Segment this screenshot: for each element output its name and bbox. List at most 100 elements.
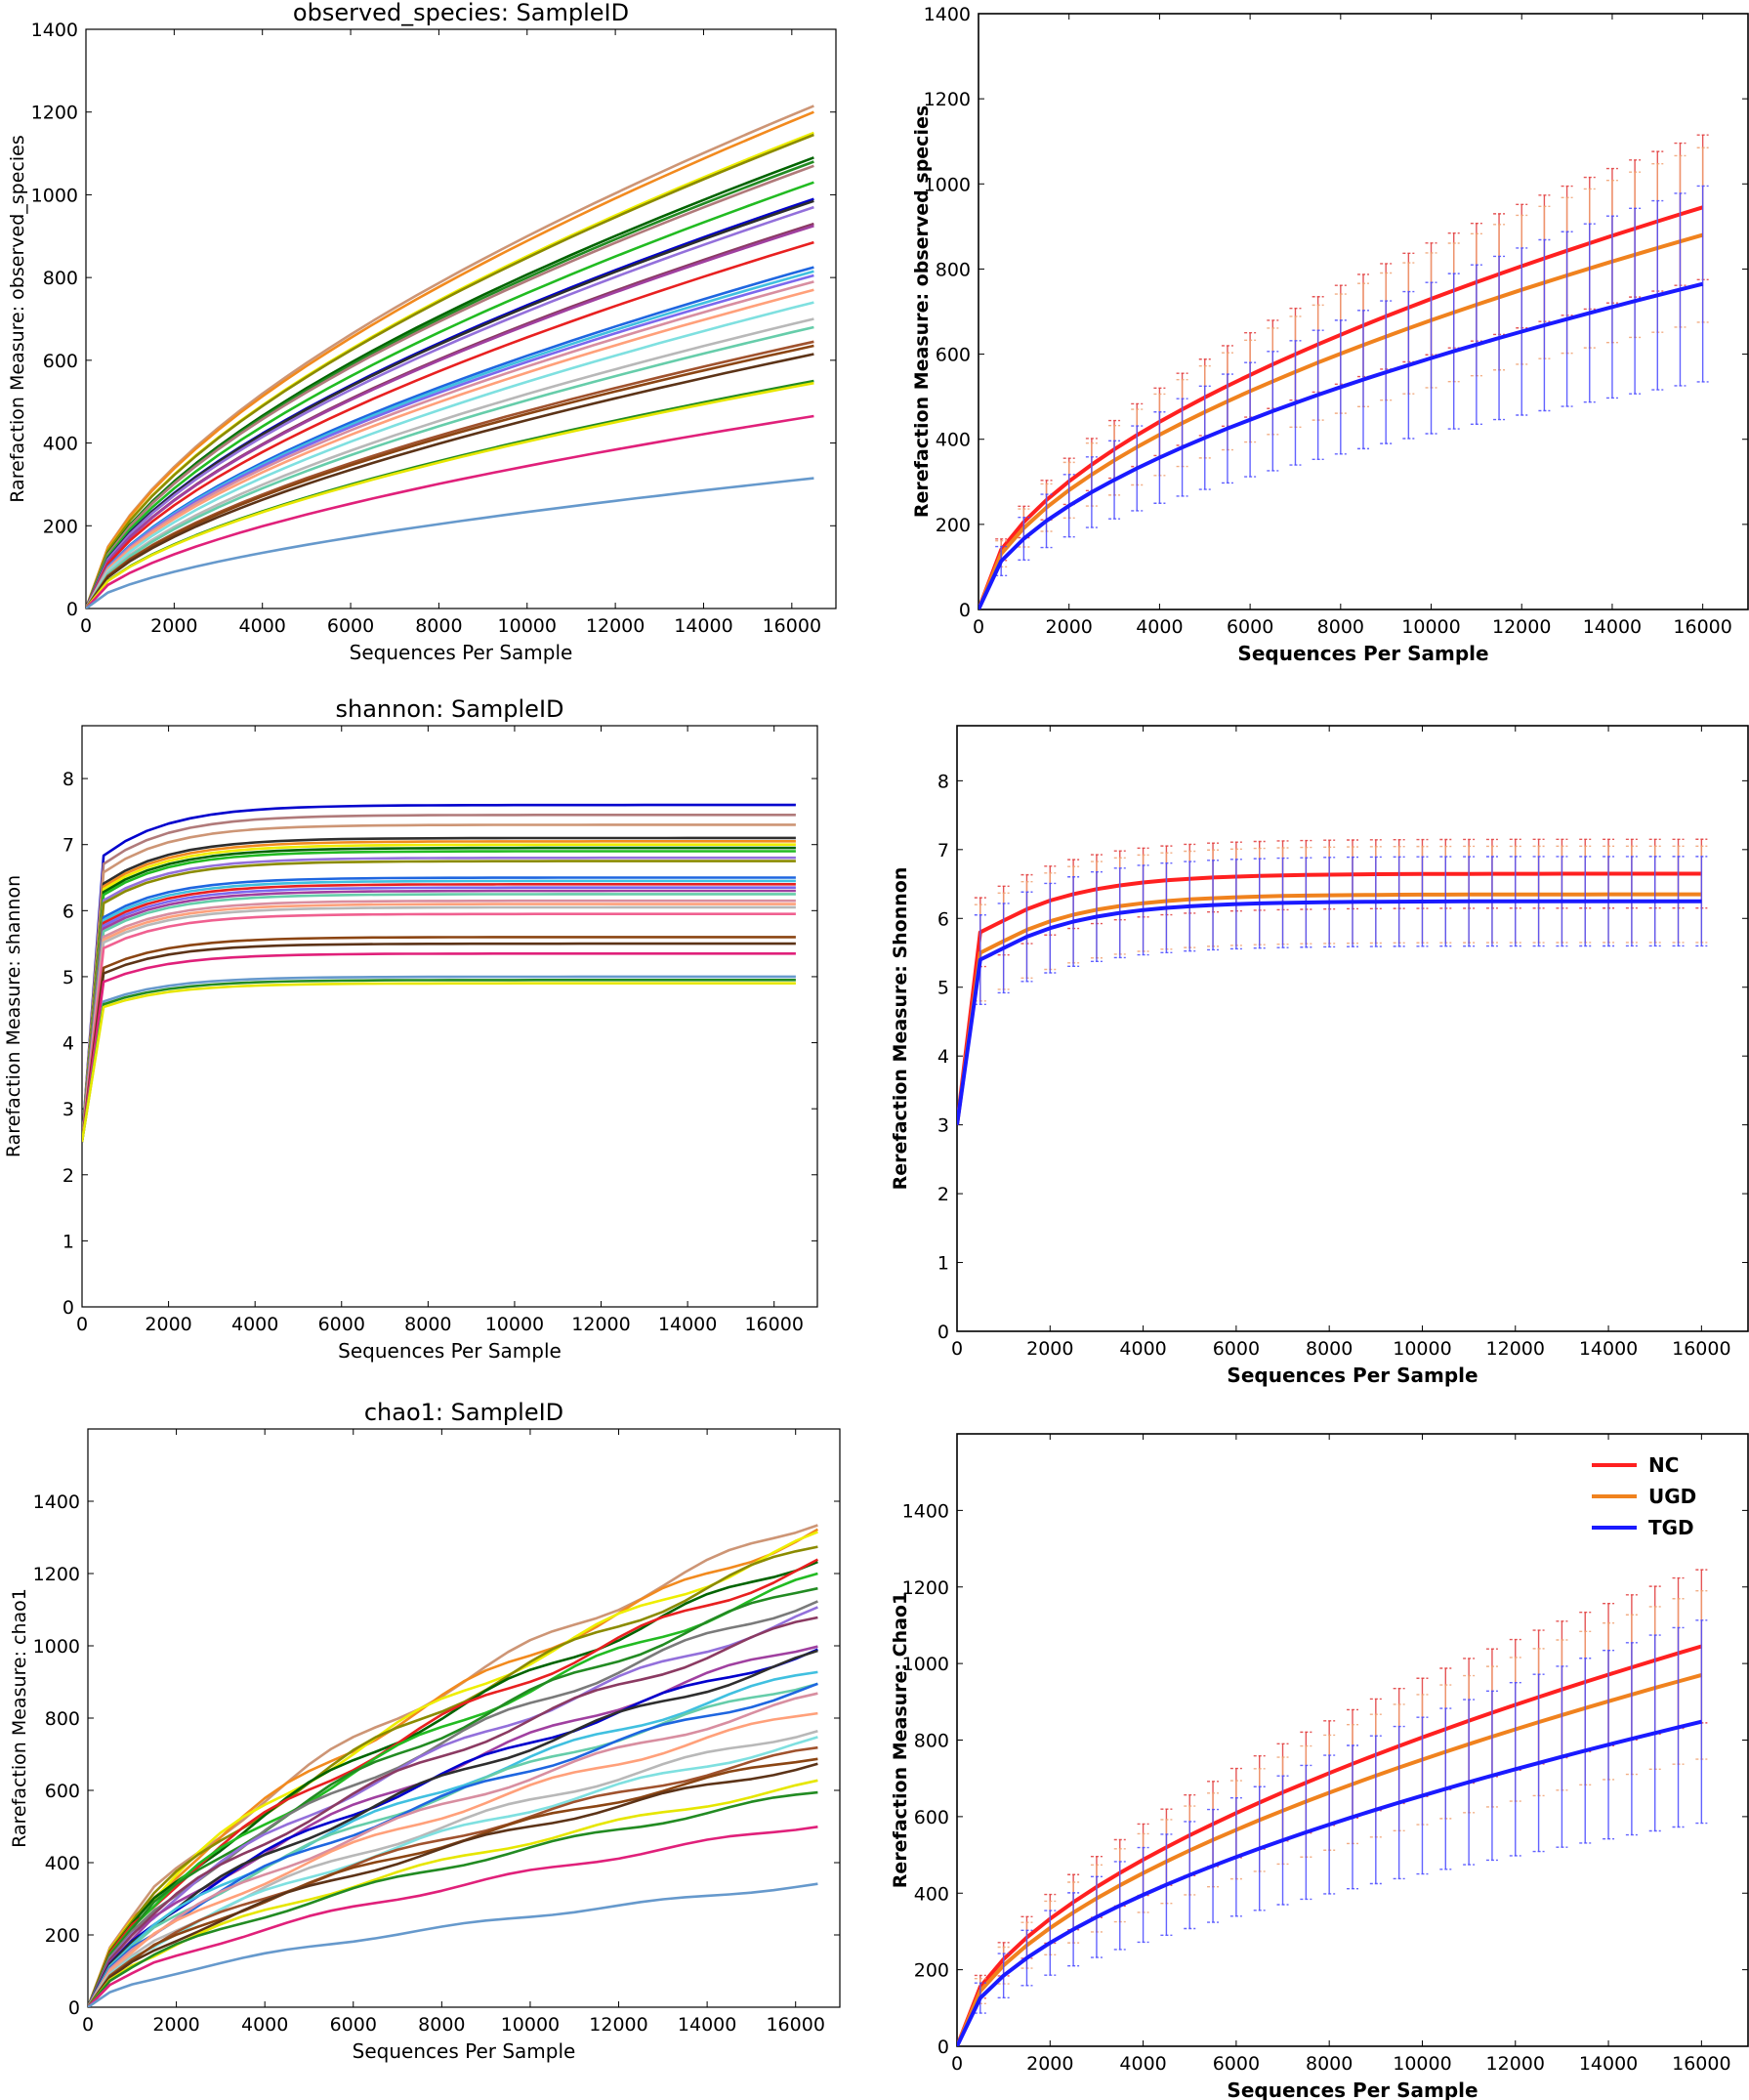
x-axis-label: Sequences Per Sample (1227, 2079, 1478, 2100)
x-axis-label: Sequences Per Sample (350, 641, 573, 664)
series-line-sample-10 (82, 860, 796, 1143)
series-line-sample-21 (82, 936, 796, 1143)
y-tick-label: 1 (937, 1253, 949, 1275)
legend-label-TGD: TGD (1648, 1516, 1694, 1539)
chart-c: 0 2000 4000 6000 8000 10000 12000 14000 16000 0 1 2… (3, 695, 818, 1363)
plot-area (86, 105, 814, 609)
x-axis-label: Sequences Per Sample (353, 2039, 576, 2063)
x-tick-label: 12000 (586, 615, 645, 637)
y-tick-label: 1200 (902, 1577, 949, 1599)
plot-area (957, 1569, 1708, 2046)
series-line-sample-03 (88, 1531, 818, 2007)
series-line-sample-25 (88, 1779, 818, 2007)
y-tick-label: 1400 (33, 1491, 80, 1513)
series-line-sample-11 (88, 1616, 818, 2007)
chart-title: shannon: SampleID (336, 695, 564, 723)
y-axis-label: Rarefaction Measure: shannon (3, 875, 24, 1157)
x-tick-label: 4000 (1119, 2053, 1166, 2075)
x-tick-label: 2000 (1026, 1338, 1073, 1360)
series-line-sample-26 (88, 1790, 818, 2007)
series-line-sample-20 (86, 301, 814, 609)
chart-d: 0 2000 4000 6000 8000 10000 12000 14000 16000 0 1 2… (890, 725, 1749, 1387)
series-line-sample-05 (88, 1560, 818, 2007)
legend-label-UGD: UGD (1648, 1485, 1696, 1508)
series-line-sample-29 (86, 477, 814, 609)
x-tick-label: 8000 (418, 2014, 465, 2036)
x-tick-label: 0 (973, 616, 984, 638)
chart-a: 0 2000 4000 6000 8000 10000 12000 14000 16000 0 20… (7, 0, 837, 664)
series-line-TGD (957, 1719, 1702, 2046)
y-tick-label: 200 (936, 515, 971, 536)
x-tick-label: 2000 (152, 2014, 199, 2036)
x-tick-label: 0 (76, 1314, 88, 1335)
legend: NC UGD TGD (1592, 1453, 1696, 1539)
series-line-TGD (957, 899, 1702, 1125)
series-line-sample-14 (88, 1649, 818, 2007)
series-line-sample-13 (86, 224, 814, 609)
y-tick-label: 600 (43, 351, 78, 372)
series-line-sample-06 (82, 843, 796, 1143)
plot-area (957, 838, 1708, 1125)
x-tick-label: 14000 (678, 2014, 736, 2036)
chart-title: chao1: SampleID (364, 1399, 563, 1426)
series-line-sample-20 (82, 912, 796, 1143)
y-tick-label: 400 (914, 1883, 949, 1905)
series-line-sample-09 (82, 856, 796, 1143)
y-tick-label: 0 (937, 2037, 949, 2058)
series-line-sample-19 (86, 288, 814, 609)
y-tick-label: 1000 (902, 1654, 949, 1675)
x-tick-label: 2000 (1026, 2053, 1073, 2075)
y-tick-label: 1400 (31, 20, 78, 41)
series-line-sample-18 (88, 1692, 818, 2007)
y-axis-label: Rarefaction Measure: chao1 (9, 1588, 30, 1848)
y-tick-label: 600 (914, 1807, 949, 1828)
series-line-sample-02 (86, 110, 814, 609)
x-tick-label: 14000 (1583, 616, 1642, 638)
y-tick-label: 1000 (924, 174, 971, 195)
x-tick-label: 6000 (1213, 2053, 1260, 2075)
series-line-sample-25 (86, 353, 814, 609)
series-line-sample-08 (82, 850, 796, 1143)
series-line-sample-16 (82, 893, 796, 1143)
x-tick-label: 0 (82, 2014, 94, 2036)
series-line-sample-28 (88, 1882, 818, 2007)
series-line-sample-22 (88, 1745, 818, 2007)
series-line-sample-10 (86, 199, 814, 609)
y-tick-label: 0 (937, 1322, 949, 1343)
x-tick-label: 12000 (1486, 1338, 1545, 1360)
x-tick-label: 4000 (1136, 616, 1183, 638)
x-tick-label: 10000 (1401, 616, 1460, 638)
plot-area (88, 1524, 819, 2007)
x-tick-label: 4000 (1119, 1338, 1166, 1360)
plot-area (979, 134, 1709, 609)
y-tick-label: 1200 (31, 103, 78, 124)
series-line-sample-27 (86, 381, 814, 609)
x-tick-label: 10000 (485, 1314, 544, 1335)
x-tick-label: 14000 (674, 615, 732, 637)
series-line-sample-28 (86, 414, 814, 609)
plot-frame (81, 725, 818, 1308)
y-tick-label: 2 (62, 1165, 74, 1187)
y-tick-label: 400 (936, 430, 971, 451)
series-line-sample-04 (88, 1545, 818, 2007)
x-tick-label: 10000 (501, 2014, 560, 2036)
y-tick-label: 0 (66, 599, 78, 620)
series-line-sample-17 (82, 899, 796, 1143)
y-tick-label: 2 (937, 1184, 949, 1205)
y-tick-label: 600 (936, 345, 971, 366)
x-tick-label: 16000 (766, 2014, 824, 2036)
series-line-sample-04 (82, 836, 796, 1143)
y-tick-label: 8 (937, 771, 949, 792)
x-tick-label: 10000 (1393, 1338, 1451, 1360)
series-line-sample-05 (82, 839, 796, 1143)
y-tick-label: 400 (45, 1853, 80, 1874)
series-line-sample-13 (82, 882, 796, 1143)
y-axis-label: Rerefaction Measure: Chao1 (890, 1592, 911, 1888)
series-line-sample-14 (86, 240, 814, 609)
x-tick-label: 6000 (318, 1314, 365, 1335)
x-tick-label: 12000 (589, 2014, 647, 2036)
x-tick-label: 14000 (658, 1314, 717, 1335)
x-axis-label: Sequences Per Sample (1227, 1364, 1478, 1387)
y-tick-label: 6 (937, 908, 949, 930)
